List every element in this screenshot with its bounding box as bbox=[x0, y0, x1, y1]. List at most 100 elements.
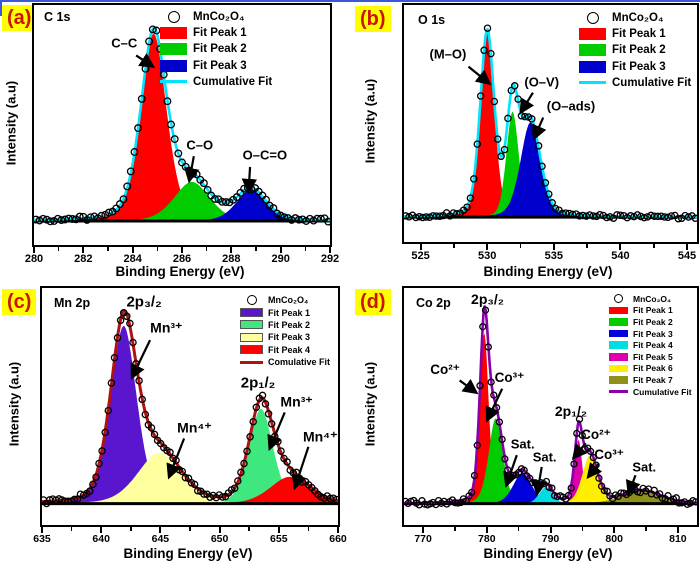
annotation-co: Co²⁺ bbox=[430, 361, 460, 377]
raw-data-point bbox=[221, 198, 230, 207]
raw-data-point bbox=[498, 435, 506, 444]
legend-item-fit-peak-3-swatch bbox=[160, 59, 187, 72]
spectrum-chart bbox=[34, 25, 330, 226]
annotation-oco: O–C=O bbox=[242, 147, 288, 163]
raw-data-point bbox=[568, 210, 577, 219]
raw-data-point bbox=[490, 97, 499, 106]
raw-data-point bbox=[126, 167, 135, 176]
raw-data-point bbox=[68, 215, 77, 223]
legend-item-fit-peak-1-swatch bbox=[609, 306, 628, 315]
legend-item-fit-peak-4-swatch bbox=[609, 341, 628, 349]
raw-data-point bbox=[454, 499, 462, 507]
panel-label: (c) bbox=[2, 289, 37, 315]
x-axis-major-tick bbox=[676, 527, 679, 533]
fit-peak-area-2 bbox=[42, 408, 338, 504]
raw-data-point bbox=[613, 211, 621, 219]
legend-item-fit-peak-2-label: Fit Peak 2 bbox=[612, 44, 666, 57]
color-swatch-icon bbox=[609, 306, 628, 315]
legend-item-raw-data-swatch bbox=[579, 12, 606, 25]
fit-peak-area-3 bbox=[34, 189, 330, 221]
legend-item-fit-peak-2-swatch bbox=[609, 318, 628, 326]
raw-data-point bbox=[500, 145, 509, 154]
x-axis-tick-label: 280 bbox=[24, 253, 44, 265]
legend-item-fit-peak-2-label: Fit Peak 2 bbox=[633, 316, 673, 327]
legend-item-fit-peak-7-swatch bbox=[609, 376, 628, 384]
legend-item-fit-peak-6: Fit Peak 6 bbox=[609, 363, 692, 375]
legend-item-fit-peak-3-label: Fit Peak 3 bbox=[633, 328, 673, 339]
x-axis-tick-label: 780 bbox=[478, 533, 496, 545]
x-axis-major-tick bbox=[279, 247, 282, 253]
x-axis-major-tick bbox=[337, 527, 339, 533]
legend-item-fit-peak-3-label: Fit Peak 3 bbox=[193, 59, 247, 72]
raw-data-point bbox=[510, 82, 519, 90]
x-axis-major-tick bbox=[485, 527, 488, 533]
legend-item-fit-peak-2: Fit Peak 2 bbox=[579, 42, 691, 58]
raw-data-point bbox=[280, 213, 289, 222]
panel-mn2p: (c) Intensity (a.u) Mn 2p MnCo₂O₄ Fit Pea… bbox=[0, 283, 350, 566]
raw-data-point bbox=[150, 430, 159, 439]
x-axis-minor-tick bbox=[107, 247, 109, 251]
plot-title: C 1s bbox=[44, 10, 71, 24]
legend-item-fit-peak-4: Fit Peak 4 bbox=[240, 344, 330, 356]
x-axis-tick-label: 655 bbox=[270, 533, 288, 545]
raw-data-point bbox=[152, 26, 161, 35]
raw-data-point bbox=[53, 214, 62, 223]
raw-data-point bbox=[119, 195, 128, 204]
raw-data-point bbox=[134, 124, 143, 133]
legend-item-fit-peak-3: Fit Peak 3 bbox=[579, 59, 691, 75]
legend-item-fit-peak-2-label: Fit Peak 2 bbox=[193, 43, 247, 56]
raw-data-point bbox=[520, 466, 528, 474]
raw-data-point bbox=[126, 319, 134, 328]
raw-data-point bbox=[481, 306, 490, 314]
y-axis-label: Intensity (a.u) bbox=[3, 80, 19, 166]
legend-item-fit-peak-1-swatch bbox=[240, 308, 263, 318]
raw-data-point bbox=[602, 213, 611, 222]
raw-data-point bbox=[425, 213, 434, 221]
raw-data-point bbox=[691, 214, 697, 222]
raw-data-point bbox=[418, 213, 427, 222]
raw-data-point bbox=[101, 428, 109, 437]
raw-data-point bbox=[276, 211, 285, 220]
color-swatch-icon bbox=[579, 60, 606, 73]
raw-data-point bbox=[262, 195, 270, 204]
legend: MnCo₂O₄ Fit Peak 1 Fit Peak 2 Fit Peak 3 Fit… bbox=[609, 293, 692, 397]
legend-item-fit-peak-1: Fit Peak 1 bbox=[160, 25, 272, 41]
legend-item-raw-data-swatch bbox=[240, 295, 263, 306]
x-axis-tick-label: 545 bbox=[677, 250, 697, 262]
legend-item-raw-data-label: MnCo₂O₄ bbox=[633, 293, 672, 304]
legend-item-raw-data: MnCo₂O₄ bbox=[160, 9, 272, 25]
annotation-co: Co³⁺ bbox=[594, 447, 624, 463]
raw-data-point bbox=[39, 214, 48, 223]
legend-item-fit-peak-7-label: Fit Peak 7 bbox=[633, 374, 673, 385]
raw-data-point bbox=[643, 213, 652, 221]
x-axis-tick-label: 790 bbox=[541, 533, 560, 545]
raw-data-point bbox=[483, 24, 492, 32]
color-swatch-icon bbox=[579, 44, 606, 57]
plot-title: O 1s bbox=[418, 13, 446, 27]
color-swatch-icon bbox=[240, 345, 263, 355]
fit-peak-area-2 bbox=[34, 181, 330, 221]
plot-area: O 1s MnCo₂O₄ Fit Peak 1 Fit Peak 2 Fit Peak… bbox=[402, 3, 699, 244]
legend-item-fit-peak-1-swatch bbox=[579, 28, 606, 41]
x-axis-major-tick bbox=[486, 244, 489, 250]
annotation-mn: Mn³⁺ bbox=[280, 393, 313, 410]
raw-data-point bbox=[422, 213, 430, 221]
x-axis-major-tick bbox=[82, 247, 85, 253]
legend-item-fit-peak-1-swatch bbox=[160, 27, 187, 40]
legend-item-raw-data-swatch bbox=[160, 11, 187, 24]
x-axis-tick-label: 282 bbox=[74, 253, 93, 265]
panel-label: (d) bbox=[355, 289, 391, 315]
raw-data-point bbox=[658, 494, 667, 502]
x-axis-tick-label: 660 bbox=[329, 533, 347, 545]
legend-item-raw-data: MnCo₂O₄ bbox=[609, 293, 692, 305]
annotation-cc: C–C bbox=[111, 35, 138, 51]
raw-data-point bbox=[141, 410, 150, 419]
y-axis-label: Intensity (a.u) bbox=[6, 361, 22, 447]
raw-data-point bbox=[145, 37, 154, 46]
legend-item-fit-peak-5: Fit Peak 5 bbox=[609, 351, 692, 363]
raw-data-point bbox=[170, 135, 179, 144]
annotation-oads: (O–ads) bbox=[546, 98, 596, 114]
legend-item-fit-peak-2-swatch bbox=[240, 320, 263, 330]
annotation-sat: Sat. bbox=[632, 459, 657, 475]
raw-data-point bbox=[570, 460, 578, 468]
